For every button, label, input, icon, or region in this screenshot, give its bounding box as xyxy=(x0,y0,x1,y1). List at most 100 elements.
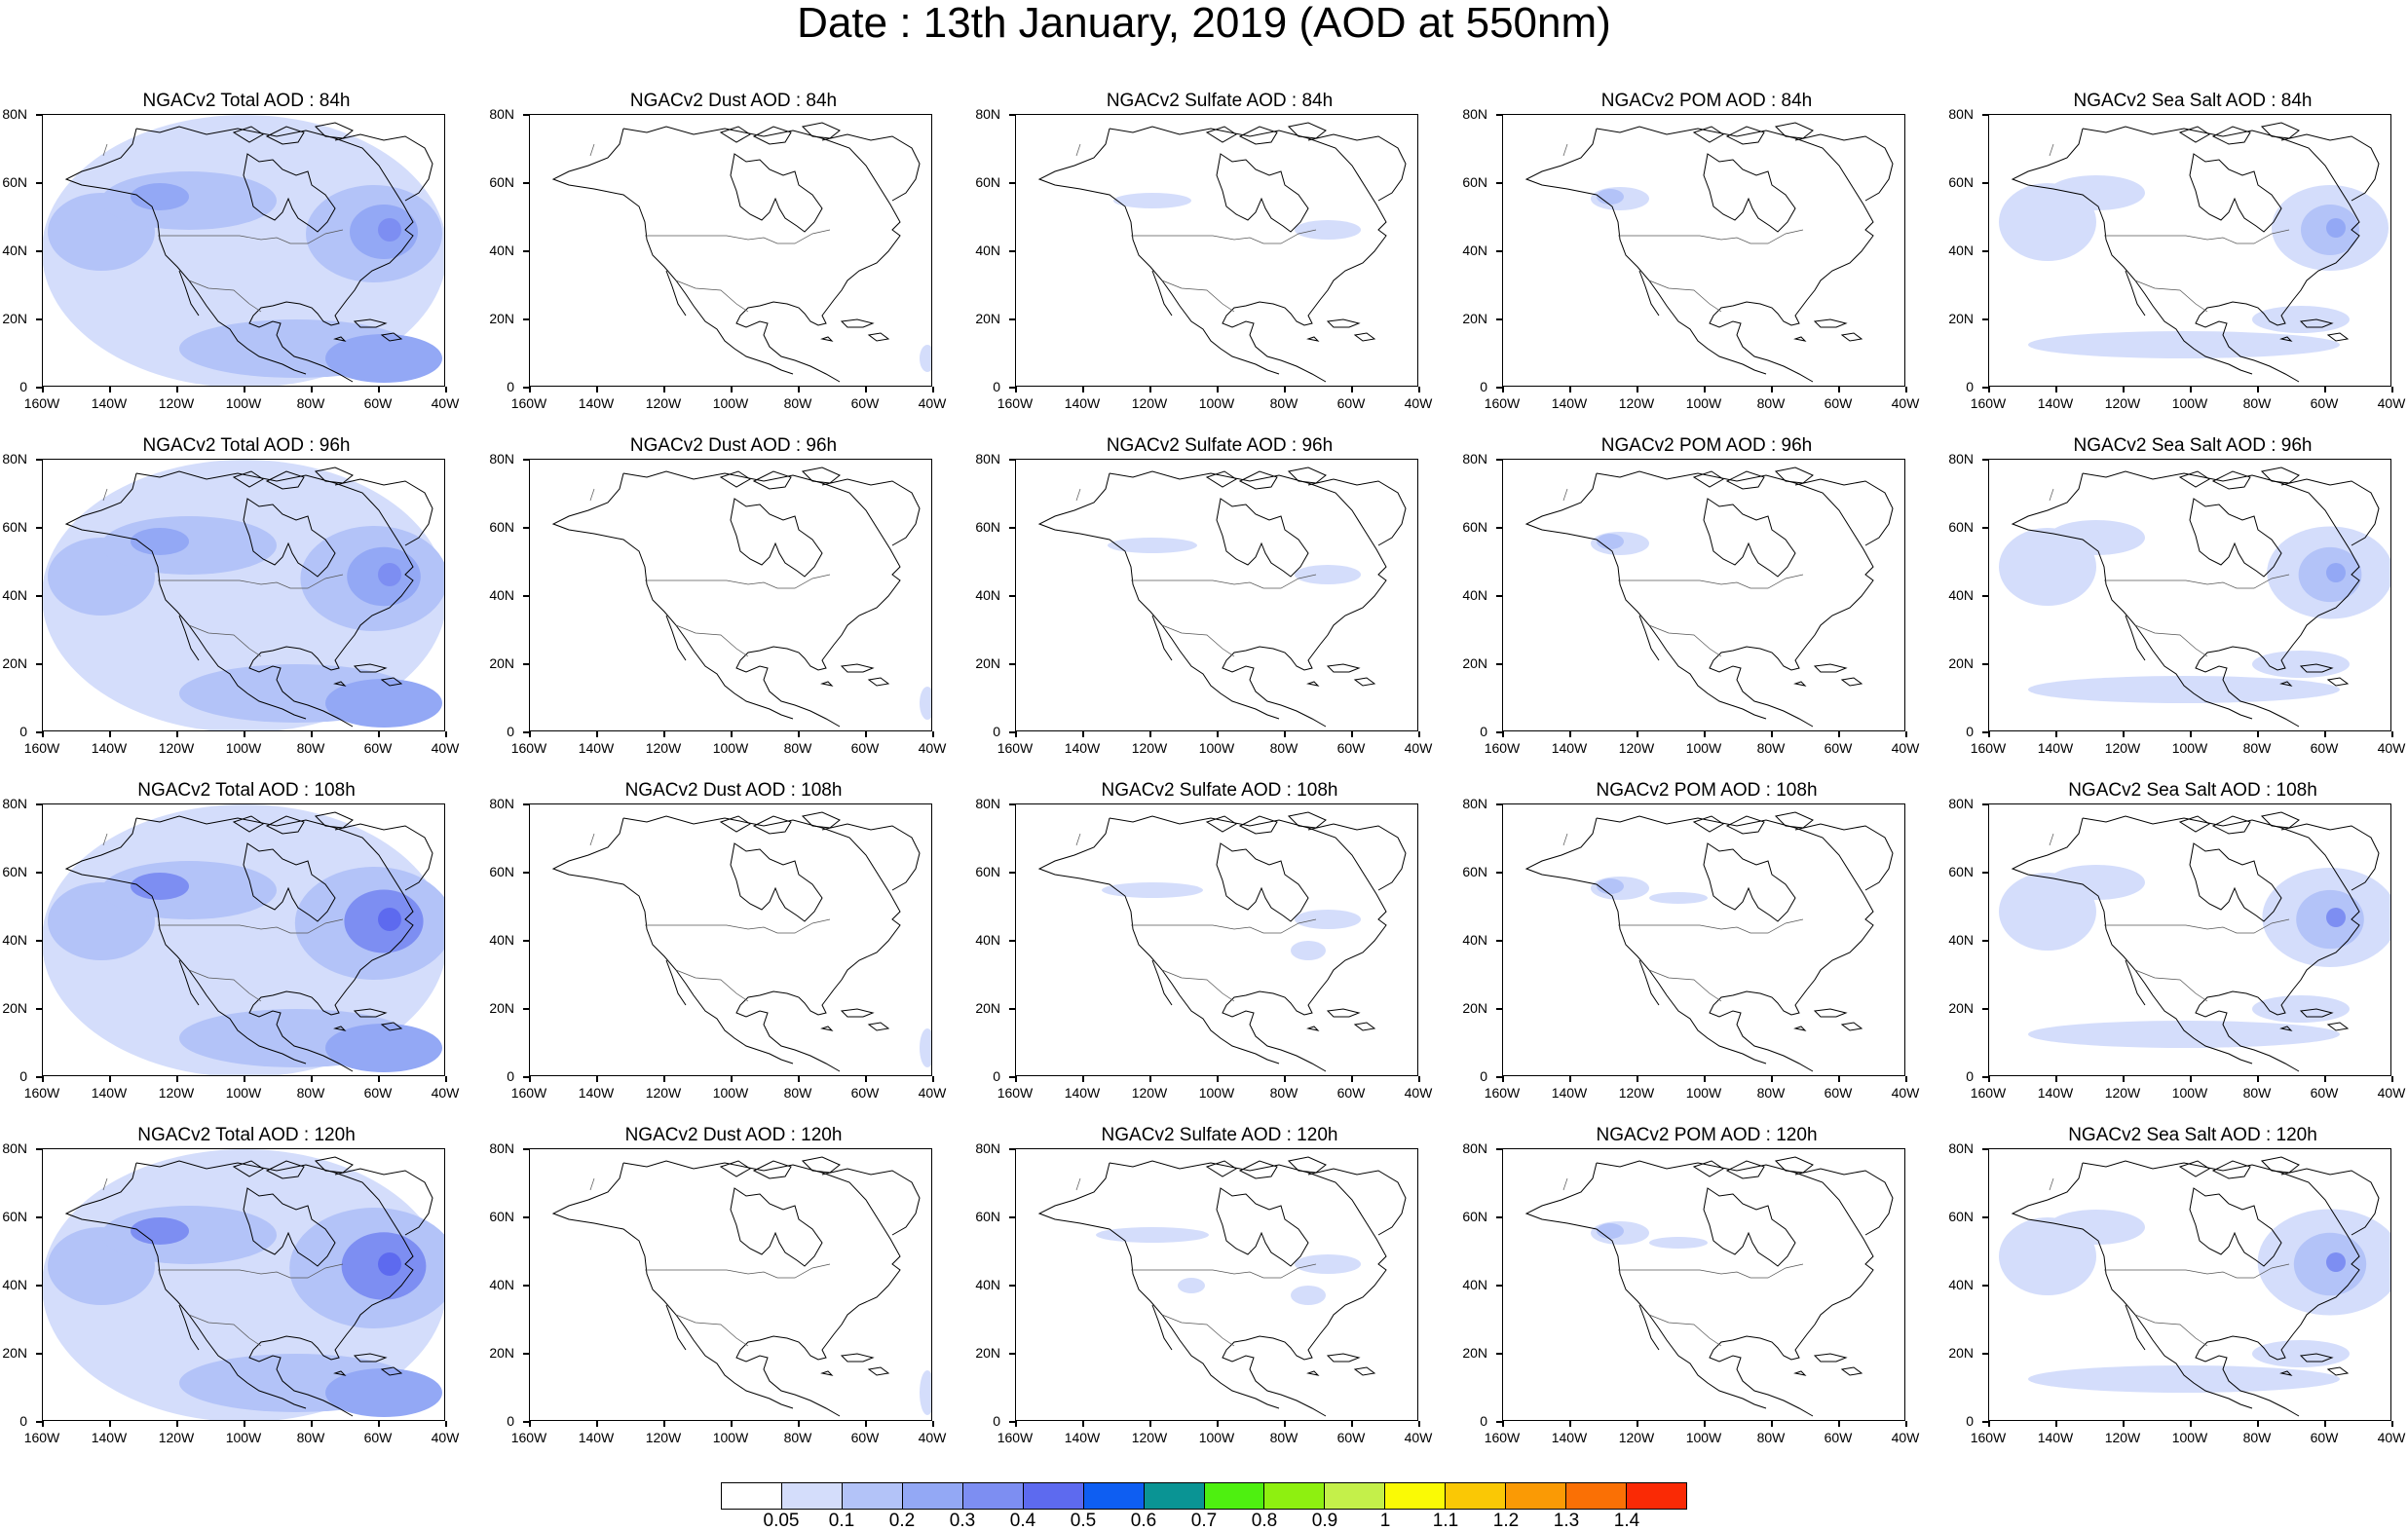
lat-tick xyxy=(523,1076,529,1078)
map-frame xyxy=(42,1148,445,1421)
country-border-0 xyxy=(1131,1263,1317,1279)
lat-tick-label: 60N xyxy=(1462,864,1487,879)
map-frame xyxy=(1988,114,2391,387)
coastline-2 xyxy=(1151,1304,1173,1351)
coastline-8 xyxy=(840,1353,875,1363)
coastline-10 xyxy=(1306,1370,1320,1376)
colorbar-label: 1 xyxy=(1379,1511,1391,1531)
country-border-0 xyxy=(2104,1263,2290,1279)
lon-tick xyxy=(1351,1421,1353,1427)
lat-tick xyxy=(1009,114,1015,116)
lon-tick xyxy=(2324,387,2326,392)
lon-tick xyxy=(1988,387,1990,392)
country-border-1 xyxy=(1648,280,1722,313)
aod-map-sulfate xyxy=(1037,1156,1407,1417)
panel-title: NGACv2 Dust AOD : 120h xyxy=(624,1125,843,1145)
coastline-7 xyxy=(2178,1160,2210,1177)
lon-tick-label: 160W xyxy=(510,1430,547,1445)
map-frame xyxy=(1015,459,1418,731)
lat-tick-label: 40N xyxy=(975,932,1000,948)
coastline-4 xyxy=(334,133,433,202)
country-border-1 xyxy=(1161,969,1235,1002)
lon-tick xyxy=(731,731,733,737)
lon-tick xyxy=(1015,1421,1017,1427)
coastline-5 xyxy=(2211,1160,2251,1179)
coastline-7 xyxy=(1205,470,1237,488)
lon-tick-label: 120W xyxy=(645,1085,682,1101)
coastline-2 xyxy=(1638,959,1660,1006)
lon-tick-label: 60W xyxy=(1336,740,1366,756)
lat-tick-label: 60N xyxy=(1462,519,1487,535)
aod-shading-4 xyxy=(2326,563,2346,582)
lon-tick-label: 140W xyxy=(1551,740,1588,756)
lon-tick-label: 80W xyxy=(1756,395,1786,411)
coastline-10 xyxy=(333,1370,347,1376)
lon-tick xyxy=(1838,1421,1840,1427)
country-border-1 xyxy=(188,624,262,657)
coastline-1 xyxy=(2011,817,2253,1064)
lon-tick xyxy=(1351,387,1353,392)
lat-tick xyxy=(36,182,42,184)
lon-tick xyxy=(1569,731,1571,737)
lat-tick-label: 0 xyxy=(1966,379,1974,394)
lat-tick xyxy=(1982,663,1988,665)
lon-tick xyxy=(2123,1421,2125,1427)
map-panel-sulfate-108h: NGACv2 Sulfate AOD : 108h 80N 60N 40N 20N 0 16… xyxy=(973,780,1460,1126)
country-border-1 xyxy=(188,1314,262,1347)
lon-tick-label: 80W xyxy=(1269,395,1298,411)
lat-tick-label: 80N xyxy=(1948,451,1974,467)
aod-shading-0 xyxy=(920,1028,931,1067)
lon-tick-label: 80W xyxy=(2242,740,2272,756)
lon-tick-label: 160W xyxy=(510,1085,547,1101)
country-border-2 xyxy=(1562,1177,1568,1191)
coastline-10 xyxy=(333,1026,347,1031)
lat-tick xyxy=(523,459,529,461)
aod-shading-8 xyxy=(325,1024,442,1072)
coastline-8 xyxy=(353,1353,388,1363)
lon-tick xyxy=(596,731,598,737)
coastline-7 xyxy=(232,815,264,833)
lat-tick-label: 20N xyxy=(489,311,514,326)
lat-tick-label: 0 xyxy=(19,724,27,739)
coastline-3 xyxy=(1703,498,1796,578)
coastline-8 xyxy=(1326,663,1361,673)
lat-tick-label: 80N xyxy=(1462,796,1487,811)
coastline-0 xyxy=(2082,126,2360,383)
colorbar-swatch xyxy=(842,1483,903,1509)
coastline-2 xyxy=(1151,615,1173,661)
lat-tick-label: 80N xyxy=(1948,106,1974,122)
aod-shading-0 xyxy=(1102,882,1203,898)
coastline-10 xyxy=(1793,336,1807,342)
lon-tick xyxy=(1082,1076,1084,1082)
map-panel-salt-84h: NGACv2 Sea Salt AOD : 84h 80N 60N 40N 20N 0 16… xyxy=(1946,91,2408,436)
map-panel-pom-96h: NGACv2 POM AOD : 96h 80N 60N 40N 20N 0 160W 140… xyxy=(1460,435,1947,781)
map-panel-pom-84h: NGACv2 POM AOD : 84h 80N 60N 40N 20N 0 160W 140… xyxy=(1460,91,1947,436)
country-border-0 xyxy=(1618,918,1804,934)
country-border-1 xyxy=(675,1314,749,1347)
lon-tick-label: 140W xyxy=(91,1085,128,1101)
coastline-6 xyxy=(801,1156,841,1174)
lon-tick xyxy=(1771,387,1773,392)
lon-tick-label: 60W xyxy=(363,1430,393,1445)
colorbar-label: 0.8 xyxy=(1251,1511,1278,1531)
country-border-2 xyxy=(2049,488,2054,502)
coastline-1 xyxy=(2011,128,2253,375)
lon-tick-label: 140W xyxy=(1551,1430,1588,1445)
lon-tick xyxy=(176,1421,178,1427)
coastline-9 xyxy=(2326,1366,2350,1376)
aod-shading-3 xyxy=(131,183,189,210)
coastline-8 xyxy=(353,663,388,673)
lon-tick xyxy=(2123,731,2125,737)
lon-tick xyxy=(176,1076,178,1082)
lon-tick-label: 160W xyxy=(1970,1085,2007,1101)
coastline-9 xyxy=(1840,1366,1863,1376)
lon-tick xyxy=(109,387,111,392)
lon-tick xyxy=(798,1076,800,1082)
aod-map-total xyxy=(43,115,444,386)
lon-tick xyxy=(1015,731,1017,737)
lat-tick-label: 60N xyxy=(2,864,27,879)
lat-tick-label: 60N xyxy=(489,1209,514,1224)
aod-map-total xyxy=(43,804,444,1075)
colorbar-swatch xyxy=(1023,1483,1084,1509)
lat-tick-label: 0 xyxy=(19,379,27,394)
